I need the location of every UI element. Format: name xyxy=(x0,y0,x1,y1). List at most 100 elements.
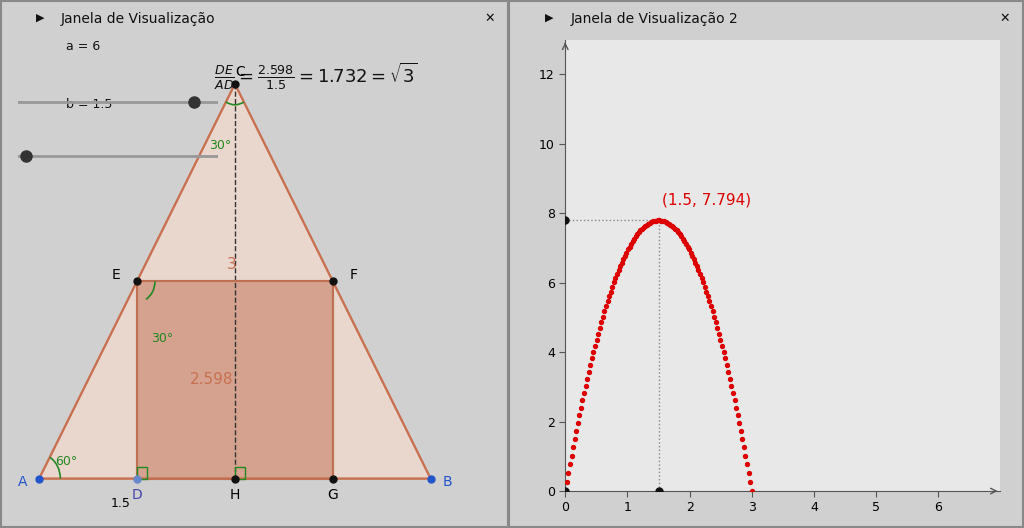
Point xyxy=(706,313,722,321)
Text: a = 6: a = 6 xyxy=(67,40,100,53)
Point xyxy=(702,302,719,310)
Point xyxy=(686,255,702,263)
Point xyxy=(692,270,709,278)
Text: ✕: ✕ xyxy=(484,12,496,25)
Point xyxy=(651,216,668,224)
Point xyxy=(636,223,652,231)
Point xyxy=(714,342,730,350)
Point xyxy=(717,354,733,363)
Point xyxy=(664,222,680,230)
Point xyxy=(676,237,692,246)
Point xyxy=(587,342,603,350)
Point xyxy=(601,292,617,300)
Text: 30°: 30° xyxy=(210,139,231,153)
Point xyxy=(645,217,662,225)
Text: A: A xyxy=(18,475,28,489)
Point xyxy=(640,220,656,228)
Point xyxy=(646,216,663,225)
Point xyxy=(590,329,606,338)
Point xyxy=(669,227,685,235)
Point xyxy=(634,224,650,233)
Point xyxy=(609,270,626,278)
Point xyxy=(616,251,633,260)
Point xyxy=(557,487,573,495)
Point xyxy=(739,460,756,469)
Point xyxy=(679,242,695,251)
Point xyxy=(719,361,735,369)
Point xyxy=(725,389,741,397)
Point xyxy=(592,324,608,332)
Point xyxy=(643,218,659,226)
Point xyxy=(673,232,689,241)
Point xyxy=(579,374,595,383)
Point xyxy=(670,228,686,237)
Point xyxy=(565,443,582,451)
Point xyxy=(728,403,744,412)
Point xyxy=(709,324,725,332)
Point xyxy=(626,234,642,243)
Point xyxy=(684,251,700,260)
Point xyxy=(559,478,575,486)
Point xyxy=(642,219,658,227)
Point xyxy=(568,427,585,435)
Polygon shape xyxy=(137,281,333,478)
Text: b = 1.5: b = 1.5 xyxy=(67,98,113,111)
Text: $\frac{DE}{AD} = \frac{2.598}{1.5} = 1.732 = \sqrt{3}$: $\frac{DE}{AD} = \frac{2.598}{1.5} = 1.7… xyxy=(214,61,418,92)
Point xyxy=(722,374,738,383)
Text: C: C xyxy=(236,65,245,79)
Text: 3: 3 xyxy=(226,257,237,272)
Point xyxy=(666,223,682,231)
Point xyxy=(575,389,592,397)
Text: E: E xyxy=(112,268,121,282)
Point xyxy=(598,302,614,310)
Point xyxy=(675,234,691,243)
Text: 30°: 30° xyxy=(151,332,173,345)
Point xyxy=(732,427,749,435)
Point xyxy=(716,348,732,356)
Point xyxy=(705,307,721,316)
Point xyxy=(632,227,648,235)
Point xyxy=(629,230,645,239)
Point xyxy=(740,469,757,477)
Point xyxy=(648,216,665,225)
Point xyxy=(612,262,629,270)
Text: D: D xyxy=(132,488,142,502)
Text: ▶: ▶ xyxy=(545,12,554,22)
Point xyxy=(726,396,742,404)
Point xyxy=(581,367,597,376)
Point xyxy=(720,367,736,376)
Point xyxy=(743,487,760,495)
Point xyxy=(610,266,627,275)
Point xyxy=(572,403,589,412)
Point xyxy=(672,230,688,239)
Point xyxy=(699,292,716,300)
Point xyxy=(690,266,707,275)
Point xyxy=(623,240,639,248)
Text: ✕: ✕ xyxy=(999,12,1011,25)
Point xyxy=(562,460,579,469)
Point xyxy=(729,411,745,420)
Point xyxy=(689,262,706,270)
Point xyxy=(613,258,630,267)
Point xyxy=(605,278,622,287)
Point xyxy=(731,419,748,427)
Text: Janela de Visualização 2: Janela de Visualização 2 xyxy=(570,12,738,26)
Point xyxy=(654,216,671,225)
Point xyxy=(695,278,712,287)
Text: (1.5, 7.794): (1.5, 7.794) xyxy=(662,193,751,208)
Point xyxy=(737,451,754,460)
Point xyxy=(701,297,718,305)
Point xyxy=(660,220,677,228)
Point xyxy=(734,435,751,444)
Point xyxy=(696,282,713,291)
Point xyxy=(639,221,655,229)
Point xyxy=(723,381,739,390)
Text: 60°: 60° xyxy=(55,456,78,468)
Point xyxy=(618,248,635,257)
Point xyxy=(615,255,632,263)
Point xyxy=(658,219,675,227)
Point xyxy=(584,354,600,363)
Text: B: B xyxy=(442,475,452,489)
Point xyxy=(637,222,653,230)
Point xyxy=(574,396,591,404)
